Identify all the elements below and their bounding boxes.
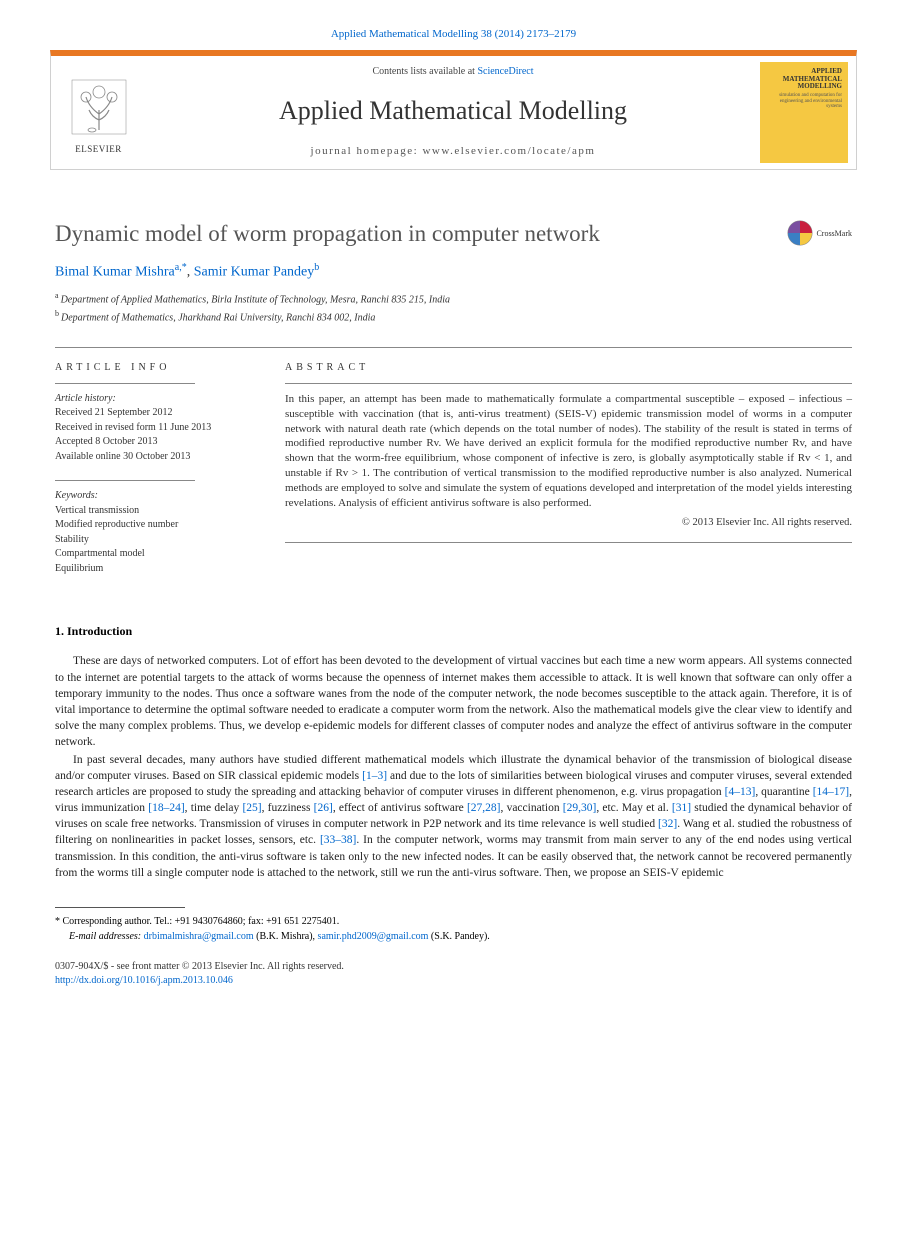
keywords-block: Keywords: Vertical transmission Modified… (55, 480, 255, 576)
history-accepted: Accepted 8 October 2013 (55, 435, 255, 450)
info-abstract-row: article info Article history: Received 2… (55, 347, 852, 577)
email-label: E-mail addresses: (69, 931, 144, 942)
corr-label: Corresponding author. Tel.: +91 94307648… (60, 916, 339, 927)
email-name-2: (S.K. Pandey). (428, 931, 489, 942)
p2-t6: , fuzziness (262, 802, 314, 814)
journal-name: Applied Mathematical Modelling (146, 96, 760, 126)
journal-banner: ELSEVIER Contents lists available at Sci… (50, 50, 857, 170)
elsevier-tree-icon (64, 72, 134, 142)
header-citation: Applied Mathematical Modelling 38 (2014)… (331, 28, 576, 40)
p2-t3: , quarantine (755, 786, 812, 798)
intro-para-2: In past several decades, many authors ha… (55, 752, 852, 881)
running-header: Applied Mathematical Modelling 38 (2014)… (0, 0, 907, 50)
p2-t9: , etc. May et al. (596, 802, 672, 814)
abstract-column: abstract In this paper, an attempt has b… (285, 348, 852, 577)
doi-link[interactable]: http://dx.doi.org/10.1016/j.apm.2013.10.… (55, 975, 233, 986)
author-1[interactable]: Bimal Kumar Mishra (55, 264, 175, 279)
keyword-3: Stability (55, 533, 255, 548)
p2-t7: , effect of antivirus software (333, 802, 467, 814)
p2-t8: , vaccination (501, 802, 563, 814)
history-label: Article history: (55, 392, 255, 407)
corresponding-author-note: * Corresponding author. Tel.: +91 943076… (55, 914, 852, 944)
article-info-column: article info Article history: Received 2… (55, 348, 255, 577)
authors: Bimal Kumar Mishraa,*, Samir Kumar Pande… (55, 262, 852, 281)
history-online: Available online 30 October 2013 (55, 450, 255, 465)
ref-26[interactable]: [26] (314, 802, 333, 814)
affiliation-a: aDepartment of Applied Mathematics, Birl… (55, 290, 852, 307)
contents-line: Contents lists available at ScienceDirec… (146, 66, 760, 77)
keyword-1: Vertical transmission (55, 504, 255, 519)
affiliation-b: bDepartment of Mathematics, Jharkhand Ra… (55, 308, 852, 325)
info-divider-2 (55, 480, 195, 481)
history-received: Received 21 September 2012 (55, 406, 255, 421)
ref-18-24[interactable]: [18–24] (148, 802, 184, 814)
article-header: Dynamic model of worm propagation in com… (55, 220, 852, 325)
affiliations: aDepartment of Applied Mathematics, Birl… (55, 290, 852, 325)
ref-33-38[interactable]: [33–38] (320, 834, 356, 846)
elsevier-label: ELSEVIER (75, 144, 122, 154)
abstract-copyright: © 2013 Elsevier Inc. All rights reserved… (285, 517, 852, 528)
section-introduction: 1. Introduction These are days of networ… (55, 624, 852, 880)
p2-t5: , time delay (185, 802, 243, 814)
aff-label-a: a (55, 291, 59, 300)
aff-label-b: b (55, 309, 59, 318)
sciencedirect-link[interactable]: ScienceDirect (477, 66, 533, 77)
email-name-1: (B.K. Mishra), (254, 931, 318, 942)
ref-32[interactable]: [32] (658, 818, 677, 830)
history-revised: Received in revised form 11 June 2013 (55, 421, 255, 436)
banner-center: Contents lists available at ScienceDirec… (146, 56, 760, 169)
footer-front-matter: 0307-904X/$ - see front matter © 2013 El… (55, 960, 852, 974)
ref-31[interactable]: [31] (672, 802, 691, 814)
abstract-bottom-divider (285, 542, 852, 543)
email-2[interactable]: samir.phd2009@gmail.com (318, 931, 429, 942)
article-info-heading: article info (55, 362, 255, 373)
section-1-heading: 1. Introduction (55, 624, 852, 639)
author-2[interactable]: Samir Kumar Pandey (194, 264, 315, 279)
crossmark-badge[interactable]: CrossMark (787, 220, 852, 246)
ref-29-30[interactable]: [29,30] (563, 802, 597, 814)
article-title: Dynamic model of worm propagation in com… (55, 220, 767, 248)
keyword-5: Equilibrium (55, 562, 255, 577)
contents-prefix: Contents lists available at (372, 66, 477, 77)
abstract-text: In this paper, an attempt has been made … (285, 392, 852, 511)
intro-para-1: These are days of networked computers. L… (55, 653, 852, 750)
footnote-separator (55, 907, 185, 908)
author-sep: , (187, 264, 194, 279)
keywords-label: Keywords: (55, 489, 255, 504)
ref-25[interactable]: [25] (242, 802, 261, 814)
ref-4-13[interactable]: [4–13] (725, 786, 756, 798)
cover-subtitle: simulation and computation for engineeri… (760, 91, 848, 112)
keyword-2: Modified reproductive number (55, 518, 255, 533)
ref-14-17[interactable]: [14–17] (813, 786, 849, 798)
journal-homepage: journal homepage: www.elsevier.com/locat… (146, 145, 760, 157)
abstract-divider (285, 383, 852, 384)
abstract-heading: abstract (285, 362, 852, 373)
ref-1-3[interactable]: [1–3] (362, 770, 387, 782)
keyword-4: Compartmental model (55, 547, 255, 562)
aff-text-a: Department of Applied Mathematics, Birla… (61, 295, 450, 306)
author-2-aff: b (314, 262, 319, 273)
crossmark-icon (787, 220, 813, 246)
email-1[interactable]: drbimalmishra@gmail.com (144, 931, 254, 942)
author-1-aff: a, (175, 262, 182, 273)
aff-text-b: Department of Mathematics, Jharkhand Rai… (61, 312, 375, 323)
crossmark-label: CrossMark (816, 229, 852, 238)
cover-title: APPLIED MATHEMATICAL MODELLING (760, 62, 848, 91)
ref-27-28[interactable]: [27,28] (467, 802, 501, 814)
info-divider-1 (55, 383, 195, 384)
journal-cover-thumb: APPLIED MATHEMATICAL MODELLING simulatio… (760, 62, 848, 163)
footer-meta: 0307-904X/$ - see front matter © 2013 El… (55, 960, 852, 988)
elsevier-logo: ELSEVIER (51, 56, 146, 169)
